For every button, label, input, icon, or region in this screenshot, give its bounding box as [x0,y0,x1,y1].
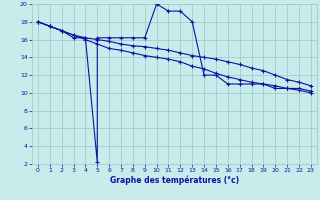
X-axis label: Graphe des températures (°c): Graphe des températures (°c) [110,176,239,185]
